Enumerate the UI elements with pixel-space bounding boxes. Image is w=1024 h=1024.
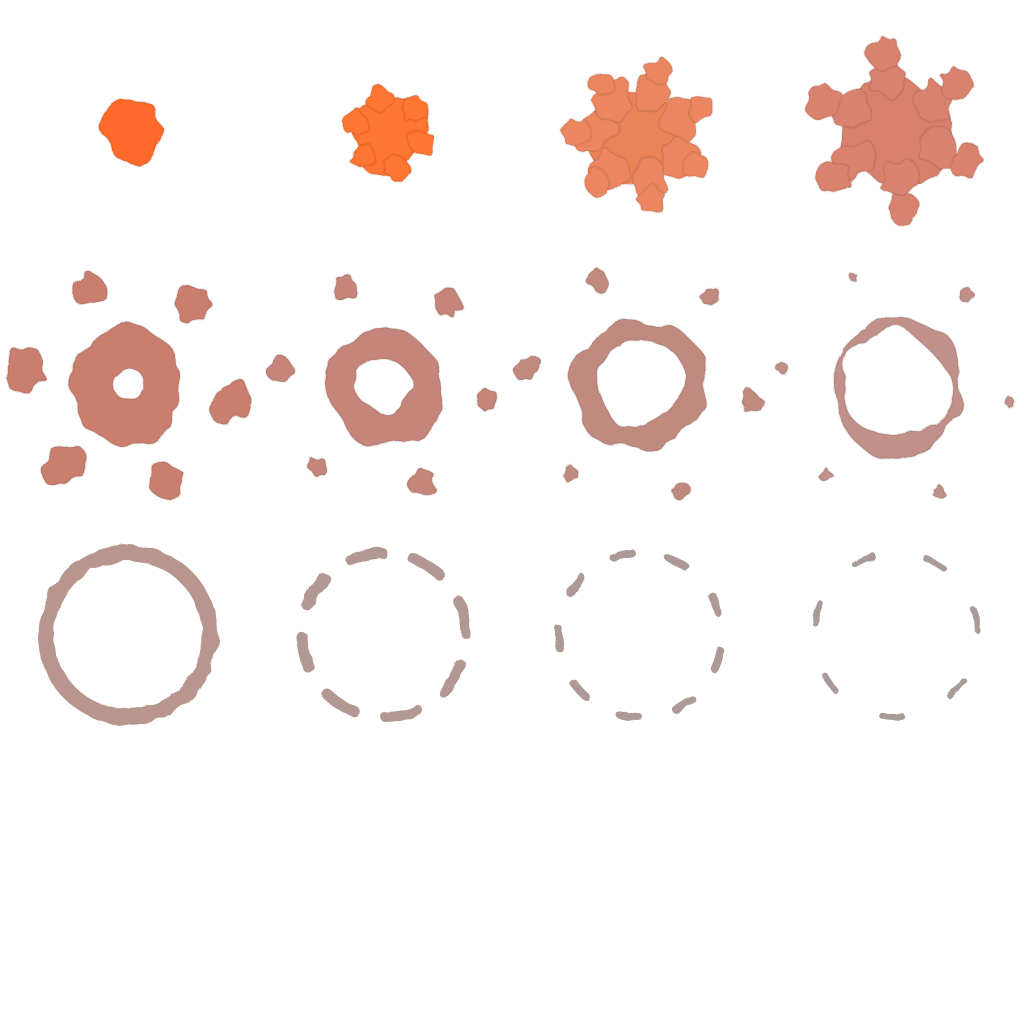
smoke-fragment [665, 554, 691, 572]
frame [38, 545, 219, 725]
smoke-blob [406, 128, 437, 156]
frame [559, 56, 714, 213]
smoke-blob [476, 386, 499, 413]
smoke-blob [949, 142, 986, 180]
frame [97, 97, 165, 167]
smoke-fragment [569, 678, 590, 701]
smoke-blob [71, 269, 109, 306]
frame [5, 269, 254, 501]
frame [265, 272, 499, 497]
smoke-blob [847, 272, 860, 284]
smoke-blob [434, 285, 464, 319]
smoke-fragment [851, 553, 877, 568]
smoke-blob [148, 459, 185, 501]
smoke-blob [863, 34, 901, 72]
smoke-blob [586, 71, 617, 98]
smoke-blob [559, 118, 592, 147]
smoke-fragment [408, 553, 446, 581]
smoke-blob [1003, 395, 1016, 409]
smoke-blob [583, 166, 611, 199]
smoke-blob [590, 74, 633, 123]
smoke-blob [775, 360, 790, 376]
smoke-blob [635, 182, 665, 213]
smoke-blob [584, 266, 610, 294]
smoke-fragment [821, 671, 840, 694]
frame [340, 82, 437, 183]
smoke-fragment [453, 596, 472, 639]
smoke-blob [265, 354, 295, 383]
smoke-ring [322, 325, 443, 448]
smoke-blob [331, 272, 359, 302]
smoke-ring [568, 317, 708, 454]
frame [553, 549, 725, 721]
smoke-blob [643, 56, 674, 87]
smoke-blob [669, 481, 694, 501]
smoke-fragment [380, 704, 423, 723]
smoke-fragment [609, 549, 636, 562]
smoke-fragment [322, 689, 360, 717]
smoke-blob [560, 464, 580, 484]
smoke-blob [804, 83, 842, 121]
frame [811, 553, 981, 721]
smoke-blob [306, 456, 329, 479]
smoke-fragment [438, 659, 466, 697]
smoke-fragment [39, 641, 188, 725]
smoke-fragment [302, 573, 330, 611]
smoke-blob [815, 159, 852, 193]
smoke-fragment [947, 678, 967, 700]
smoke-blob [39, 444, 88, 487]
smoke-blob [939, 66, 974, 101]
frame [775, 272, 1016, 499]
smoke-blob [382, 152, 412, 183]
smoke-blob [208, 379, 254, 425]
smoke-fragment [38, 545, 165, 656]
frame [296, 547, 472, 723]
smoke-blob [958, 286, 976, 305]
smoke-blob [365, 82, 397, 114]
smoke-fragment [922, 555, 947, 572]
smoke-ring [67, 321, 181, 448]
smoke-blob [97, 97, 165, 167]
smoke-blob [173, 284, 213, 324]
smoke-fragment [811, 600, 824, 626]
smoke-blob [340, 106, 370, 137]
frame [512, 266, 766, 501]
smoke-blob [740, 387, 766, 413]
smoke-blob [817, 466, 834, 484]
smoke-fragment [553, 624, 563, 652]
frame [804, 34, 986, 228]
smoke-fragment [671, 694, 696, 713]
smoke-fragment [296, 631, 315, 674]
smoke-blob [407, 467, 437, 497]
smoke-blob [880, 158, 920, 196]
smoke-fragment [149, 550, 219, 706]
smoke-blob [698, 287, 721, 306]
smoke-blob [931, 483, 946, 499]
smoke-fragment [971, 607, 981, 634]
smoke-fragment [565, 573, 586, 597]
smoke-fragment [615, 710, 643, 721]
smoke-blob [5, 346, 49, 395]
smoke-blob [349, 144, 378, 169]
smoke-blob [512, 353, 542, 382]
smoke-blob [401, 94, 430, 124]
smoke-fragment [879, 712, 906, 721]
smoke-blob [688, 94, 714, 125]
smoke-fragment [710, 647, 725, 673]
smoke-blob [681, 151, 710, 179]
smoke-fragment [707, 591, 723, 617]
smoke-blob [887, 192, 920, 228]
smoke-ring [832, 315, 965, 461]
smoke-fragment [345, 547, 388, 566]
